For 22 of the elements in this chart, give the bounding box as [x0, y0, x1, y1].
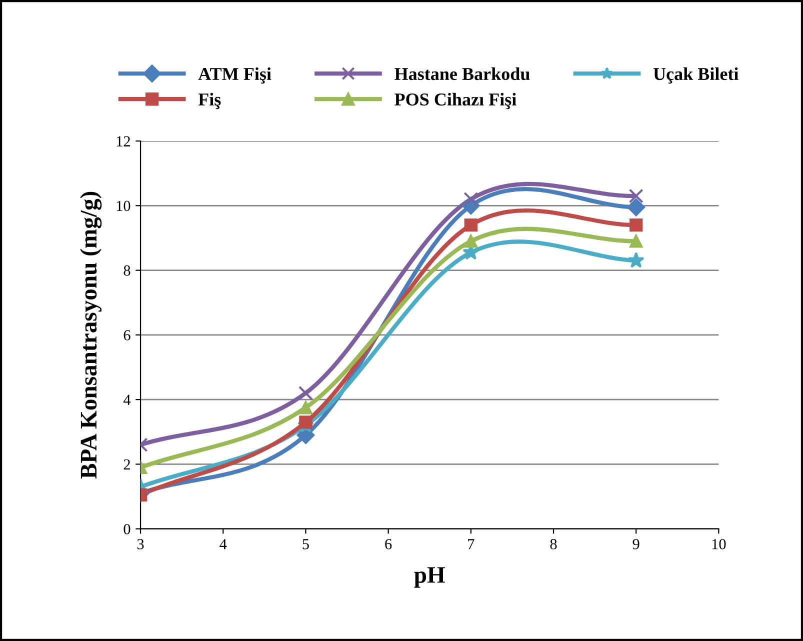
legend-label: Hastane Barkodu — [394, 67, 530, 80]
x-tick-label: 5 — [302, 539, 309, 550]
y-tick-label: 0 — [124, 524, 130, 534]
y-tick-label: 4 — [123, 394, 131, 405]
x-tick-label: 6 — [385, 539, 392, 550]
x-tick-label: 8 — [550, 538, 557, 550]
x-axis-title: pH — [414, 567, 445, 588]
y-tick-label: 8 — [124, 265, 130, 276]
legend-label: Fiş — [198, 92, 221, 110]
y-axis-title: BPA Konsantrasyonu (mg/g) — [80, 192, 102, 479]
legend-label: Uçak Bileti — [653, 67, 738, 84]
y-tick-label: 12 — [116, 136, 130, 146]
x-tick-label: 4 — [220, 539, 227, 550]
x-tick-label: 10 — [712, 538, 726, 550]
x-tick-label: 3 — [137, 539, 144, 550]
y-tick-label: 2 — [124, 459, 130, 470]
y-tick-label: 6 — [124, 330, 130, 340]
legend-label: POS Cihazı Fişi — [394, 92, 516, 110]
y-tick-label: 10 — [116, 200, 130, 212]
x-tick-label: 7 — [468, 539, 474, 550]
legend-label: ATM Fişi — [198, 67, 272, 84]
x-tick-label: 9 — [632, 539, 640, 550]
